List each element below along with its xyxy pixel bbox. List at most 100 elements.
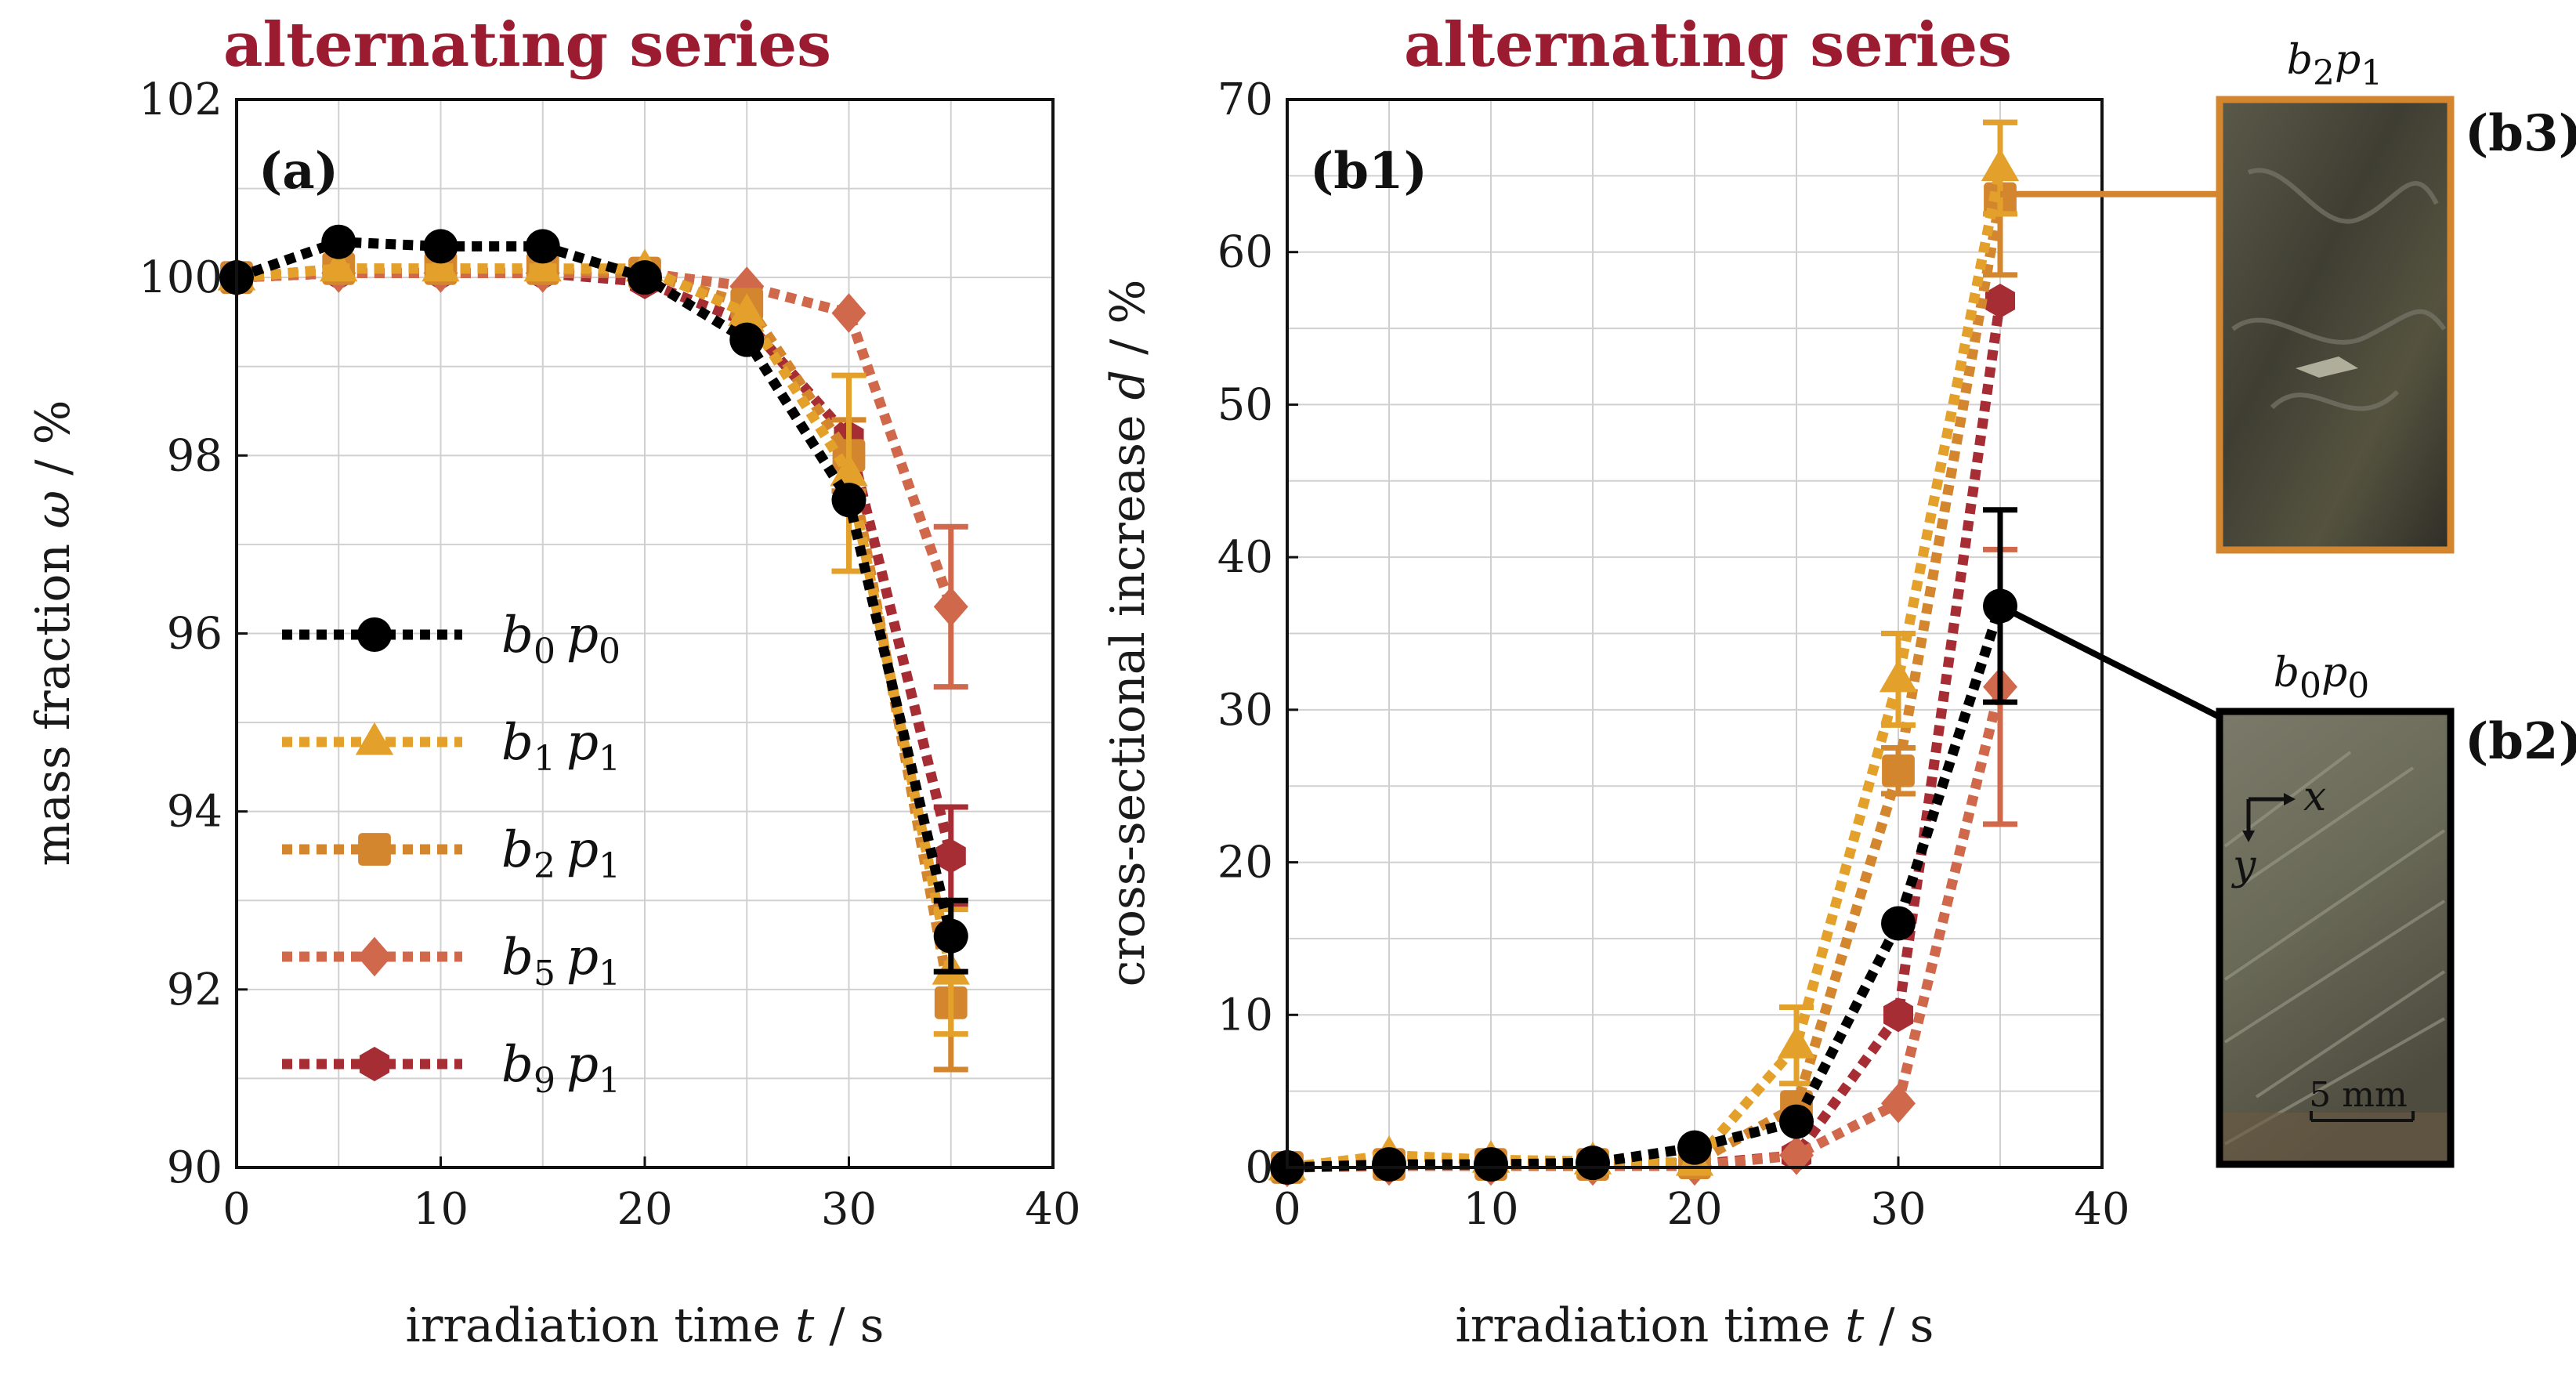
a-point-b1-p1 — [421, 248, 460, 282]
a-y-tick-label: 100 — [139, 252, 223, 303]
b1-point-b2-p1 — [1882, 754, 1915, 787]
a-point-b0-p0 — [628, 260, 662, 295]
b1-point-b5-p1 — [1881, 1083, 1916, 1124]
panel-a-series — [217, 224, 970, 1073]
b1-point-b1-p1 — [1777, 1025, 1816, 1059]
a-series-line-b1-p1 — [236, 263, 957, 973]
inset-b3-frame — [2216, 96, 2455, 554]
b1-y-tick-label: 40 — [1217, 532, 1273, 583]
b1-series-b9-p1 — [1272, 284, 2016, 1185]
a-point-b5-p1 — [729, 266, 765, 306]
inset-b2-scale-bar-label: 5 mm — [2309, 1075, 2407, 1115]
b1-y-tick-label: 10 — [1217, 990, 1273, 1041]
inset-b2-photo — [2220, 711, 2451, 1164]
panel-b1-xlabel-text: irradiation time — [1456, 1298, 1831, 1353]
b1-series-line-b0-p0 — [1286, 604, 2006, 1173]
b1-y-tick-label: 50 — [1217, 379, 1273, 430]
inset-b3-photo — [2220, 100, 2451, 550]
b1-y-tick-label: 30 — [1217, 685, 1273, 736]
legend-label: b2 p1 — [501, 821, 620, 886]
a-y-tick-label: 102 — [139, 74, 223, 125]
panel-b1: alternating series 0 10 20 30 40 0 10 20 30 40 50 6… — [1101, 9, 2130, 1353]
legend-entry-b1-p1: b1 p1 — [282, 714, 620, 779]
inset-b2-connector — [1999, 603, 2221, 720]
inset-b3-texture — [2231, 168, 2447, 411]
legend-entry-b0-p0: b0 p0 — [282, 606, 620, 671]
panel-a-frame — [235, 98, 1055, 1169]
b1-point-b1-p1 — [1981, 148, 2020, 182]
a-x-tick-label: 20 — [617, 1184, 672, 1235]
panel-b1-ylabel-unit: / % — [1101, 280, 1156, 370]
legend-marker — [359, 1047, 390, 1081]
panel-b1-ylabel-text: cross-sectional increase — [1101, 414, 1156, 986]
panel-b1-label: (b1) — [1310, 142, 1427, 201]
a-y-tick-label: 98 — [167, 430, 223, 481]
b1-point-b0-p0 — [1677, 1130, 1712, 1165]
panel-a-ylabel-unit: / % — [26, 400, 81, 490]
panel-a-y-axis-label: mass fraction ω / % — [26, 400, 81, 866]
b1-x-tick-label: 0 — [1273, 1184, 1301, 1235]
a-point-b1-p1 — [523, 248, 562, 282]
inset-b2-arrowheads — [2242, 793, 2296, 842]
a-y-tick-label: 90 — [167, 1142, 223, 1193]
legend-entry-b2-p1: b2 p1 — [282, 821, 620, 886]
legend-marker — [357, 617, 392, 652]
inset-b2-label: (b2) — [2465, 712, 2576, 771]
legend-label: b5 p1 — [501, 928, 620, 994]
b1-x-tick-label: 40 — [2074, 1184, 2129, 1235]
legend-marker — [355, 722, 394, 755]
panel-b1-series — [1268, 119, 2020, 1188]
panel-a-ylabel-var: ω — [26, 490, 81, 529]
b1-point-b1-p1 — [1879, 659, 1918, 693]
a-series-b9-p1 — [221, 255, 968, 908]
a-point-b0-p0 — [933, 918, 968, 954]
inset-b2-axis-arrows — [2246, 797, 2284, 831]
legend-label: b1 p1 — [501, 714, 620, 779]
b1-point-b0-p0 — [1881, 906, 1916, 941]
panel-a-tick-labels: 0 10 20 30 40 90 92 94 96 98 100 102 — [139, 74, 1081, 1235]
b1-point-b9-p1 — [1883, 997, 1914, 1033]
legend-entry-b5-p1: b5 p1 — [282, 928, 620, 994]
b1-point-b0-p0 — [1779, 1104, 1814, 1139]
a-point-b0-p0 — [831, 483, 867, 518]
a-point-b5-p1 — [933, 587, 968, 627]
legend-label: b9 p1 — [501, 1036, 620, 1101]
panel-b1-title: alternating series — [1404, 9, 2012, 81]
b1-series-line-b2-p1 — [1286, 197, 2006, 1173]
panel-b1-frame — [1286, 98, 2104, 1169]
panel-b1-tick-labels: 0 10 20 30 40 0 10 20 30 40 50 60 70 — [1217, 74, 2130, 1235]
panel-a-title: alternating series — [223, 9, 831, 81]
legend-entry-b9-p1: b9 p1 — [282, 1036, 620, 1101]
a-point-b0-p0 — [525, 229, 560, 264]
panel-a-xlabel-unit: / s — [814, 1298, 884, 1353]
inset-b2-title: b0p0 — [2274, 650, 2370, 706]
a-x-tick-label: 40 — [1025, 1184, 1080, 1235]
panel-b1-xlabel-var: t — [1845, 1298, 1865, 1353]
b1-x-tick-label: 20 — [1666, 1184, 1722, 1235]
a-x-tick-label: 0 — [223, 1184, 251, 1235]
panel-a-label: (a) — [259, 142, 338, 201]
a-point-b1-p1 — [320, 248, 358, 282]
a-series-b0-p0 — [219, 224, 968, 975]
panel-a-ylabel-text: mass fraction — [26, 544, 81, 867]
panel-a-xlabel-var: t — [795, 1298, 815, 1353]
b1-point-b9-p1 — [1984, 284, 2016, 319]
panel-a: alternating series 0 10 20 30 40 90 92 94 96 98 10… — [26, 9, 1081, 1353]
b1-series-line-b5-p1 — [1286, 686, 2006, 1173]
a-point-b0-p0 — [423, 229, 458, 264]
a-x-tick-label: 10 — [413, 1184, 469, 1235]
b1-point-b0-p0 — [1372, 1147, 1406, 1182]
panel-a-xlabel-text: irradiation time — [406, 1298, 781, 1353]
b1-y-tick-label: 20 — [1217, 838, 1273, 889]
b1-x-tick-label: 30 — [1870, 1184, 1926, 1235]
a-y-tick-label: 92 — [167, 965, 223, 1015]
b1-series-line-b1-p1 — [1286, 167, 2006, 1173]
inset-b3-label: (b3) — [2465, 104, 2576, 163]
a-y-tick-label: 96 — [167, 609, 223, 660]
b1-point-b5-p1 — [1779, 1135, 1814, 1175]
legend-label: b0 p0 — [501, 606, 620, 671]
inset-b3: b2p1 (b3) — [2000, 37, 2576, 554]
inset-b2-frame — [2216, 708, 2455, 1168]
b1-y-tick-label: 60 — [1217, 227, 1273, 278]
